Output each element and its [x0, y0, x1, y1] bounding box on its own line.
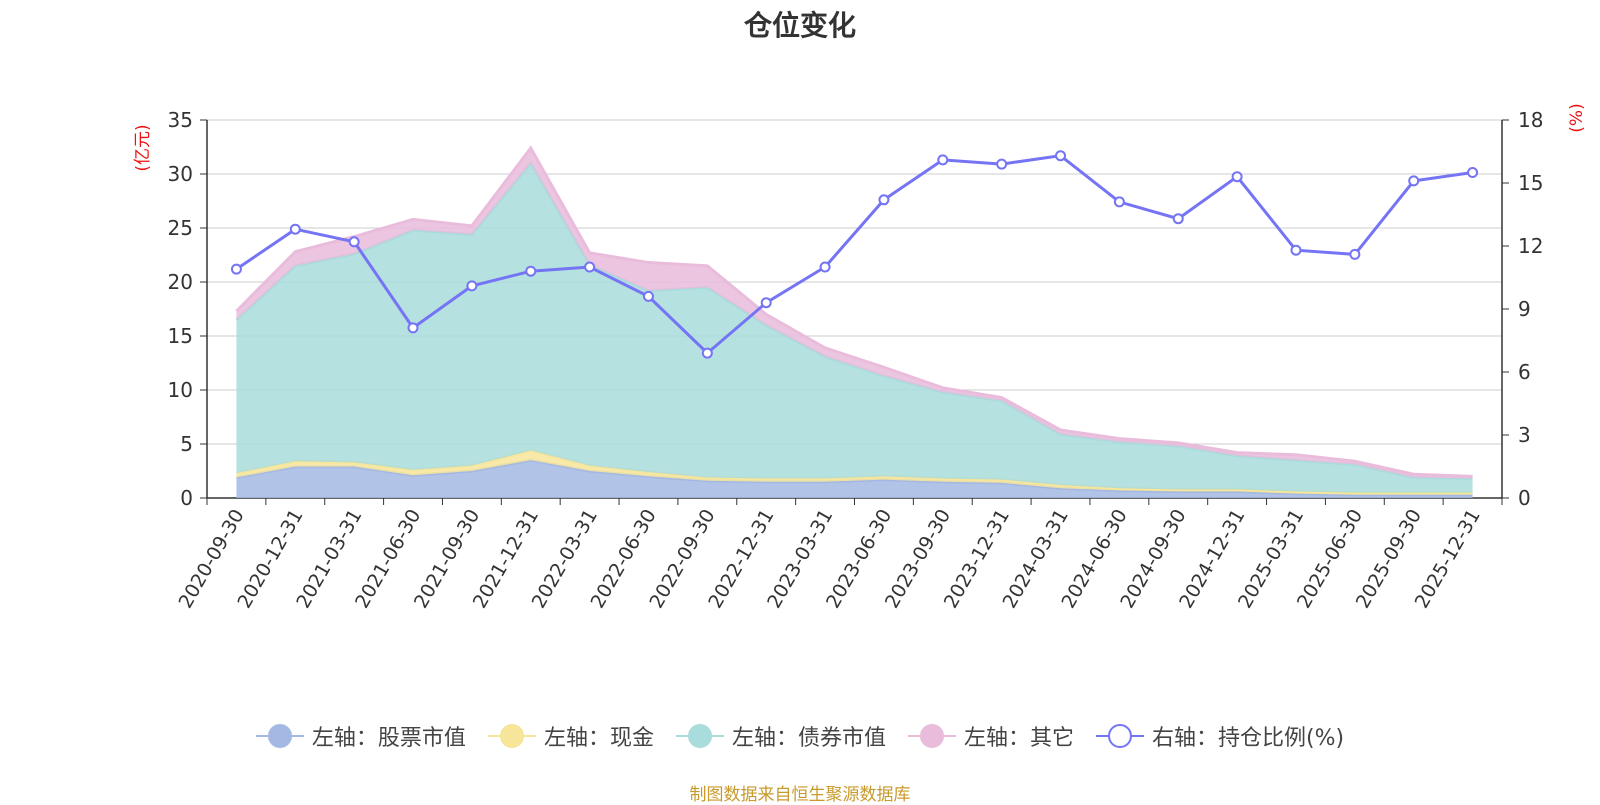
legend-marker-icon [255, 724, 304, 748]
legend-marker-icon [1095, 724, 1144, 748]
y-right-tick-label: 15 [1518, 171, 1543, 195]
legend-label: 左轴：其它 [963, 726, 1074, 751]
y-left-tick-label: 35 [168, 108, 193, 132]
y-left-tick-label: 30 [168, 162, 193, 186]
area-series-1 [236, 460, 1473, 498]
legend-label: 左轴：债券市值 [731, 726, 886, 751]
holding-ratio-point [584, 261, 596, 273]
y-right-tick-label: 6 [1518, 360, 1531, 384]
holding-ratio-point [1408, 175, 1420, 187]
legend-item[interactable]: 左轴：其它 [907, 720, 1074, 752]
legend-marker-icon [487, 724, 536, 748]
area-series-2 [236, 450, 1473, 495]
chart-title: 仓位变化 [743, 9, 856, 42]
area-series-edge-4 [235, 145, 1473, 478]
y-right-tick-label: 3 [1518, 423, 1531, 447]
y-left-tick-label: 15 [168, 324, 193, 348]
holding-ratio-point [1055, 150, 1067, 162]
legend: 左轴：股票市值 左轴：现金 左轴：债券市值 左轴：其它 右轴：持仓比例(%) [0, 720, 1600, 752]
y-right-tick-label: 0 [1518, 486, 1531, 510]
holding-ratio-point [1113, 196, 1125, 208]
holding-ratio-point [819, 261, 831, 273]
area-series-3 [236, 163, 1473, 493]
holding-ratio-point [642, 290, 654, 302]
holding-ratio-point [525, 265, 537, 277]
holding-ratio-point [407, 322, 419, 334]
holding-ratio-point [348, 236, 360, 248]
legend-label: 左轴：股票市值 [311, 726, 466, 751]
y-right-tick-label: 12 [1518, 234, 1543, 258]
legend-item[interactable]: 左轴：股票市值 [255, 720, 466, 752]
holding-ratio-point [878, 194, 890, 206]
holding-ratio-point [996, 158, 1008, 170]
legend-marker-icon [675, 724, 724, 748]
y-right-tick-label: 18 [1518, 108, 1543, 132]
holding-ratio-point [466, 280, 478, 292]
legend-label: 左轴：现金 [543, 726, 654, 751]
holding-ratio-point [1290, 244, 1302, 256]
holding-ratio-point [937, 154, 949, 166]
holding-ratio-line [235, 154, 1473, 356]
legend-item[interactable]: 左轴：债券市值 [675, 720, 886, 752]
holding-ratio-point [230, 263, 242, 275]
y-right-unit-label: (%) [1567, 103, 1587, 132]
holding-ratio-point [760, 297, 772, 309]
y-right-tick-label: 9 [1518, 297, 1531, 321]
y-left-tick-label: 20 [168, 270, 193, 294]
y-left-tick-label: 5 [180, 432, 193, 456]
y-left-unit-label: (亿元) [133, 124, 153, 171]
holding-ratio-point [289, 223, 301, 235]
y-left-tick-label: 0 [180, 486, 193, 510]
legend-item[interactable]: 右轴：持仓比例(%) [1095, 720, 1345, 752]
holding-ratio-point [1467, 167, 1479, 178]
legend-item[interactable]: 左轴：现金 [487, 720, 654, 752]
y-left-tick-label: 10 [168, 378, 193, 402]
source-note: 制图数据来自恒生聚源数据库 [689, 785, 911, 805]
holding-ratio-point [1349, 248, 1361, 260]
holding-ratio-point [1231, 171, 1243, 183]
legend-label: 右轴：持仓比例(%) [1151, 726, 1345, 751]
holding-ratio-point [1172, 213, 1184, 225]
y-left-tick-label: 25 [168, 216, 193, 240]
holding-ratio-point [701, 347, 713, 359]
legend-marker-icon [907, 724, 956, 748]
